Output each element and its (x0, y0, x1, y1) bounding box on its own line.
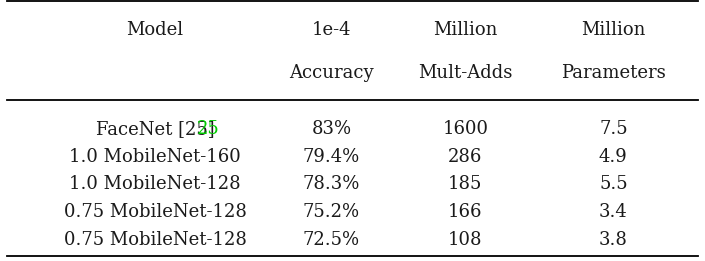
Text: 3.4: 3.4 (599, 203, 627, 221)
Text: 75.2%: 75.2% (302, 203, 360, 221)
Text: 5.5: 5.5 (599, 175, 627, 193)
Text: Million: Million (581, 21, 646, 39)
Text: FaceNet [: FaceNet [ (0, 120, 89, 138)
Text: 185: 185 (448, 175, 482, 193)
Text: Mult-Adds: Mult-Adds (418, 63, 513, 81)
Text: 7.5: 7.5 (599, 120, 627, 138)
Text: 1600: 1600 (442, 120, 489, 138)
Text: 108: 108 (448, 231, 482, 249)
Text: 4.9: 4.9 (599, 148, 627, 165)
Text: 1.0 MobileNet-160: 1.0 MobileNet-160 (69, 148, 241, 165)
Text: Million: Million (433, 21, 498, 39)
Text: Accuracy: Accuracy (289, 63, 374, 81)
Text: 1e-4: 1e-4 (312, 21, 351, 39)
Text: 72.5%: 72.5% (302, 231, 360, 249)
Text: 83%: 83% (312, 120, 351, 138)
Text: FaceNet [25]: FaceNet [25] (96, 120, 214, 138)
Text: 3.8: 3.8 (599, 231, 627, 249)
Text: 0.75 MobileNet-128: 0.75 MobileNet-128 (63, 203, 247, 221)
Text: FaceNet [: FaceNet [ (111, 120, 200, 138)
Text: 25: 25 (197, 120, 219, 138)
Text: 79.4%: 79.4% (302, 148, 360, 165)
Text: Model: Model (126, 21, 184, 39)
Text: 25: 25 (0, 120, 23, 138)
Text: 1.0 MobileNet-128: 1.0 MobileNet-128 (69, 175, 241, 193)
Text: 78.3%: 78.3% (302, 175, 360, 193)
Text: 166: 166 (448, 203, 482, 221)
Text: 0.75 MobileNet-128: 0.75 MobileNet-128 (63, 231, 247, 249)
Text: Parameters: Parameters (561, 63, 666, 81)
Text: 286: 286 (448, 148, 482, 165)
